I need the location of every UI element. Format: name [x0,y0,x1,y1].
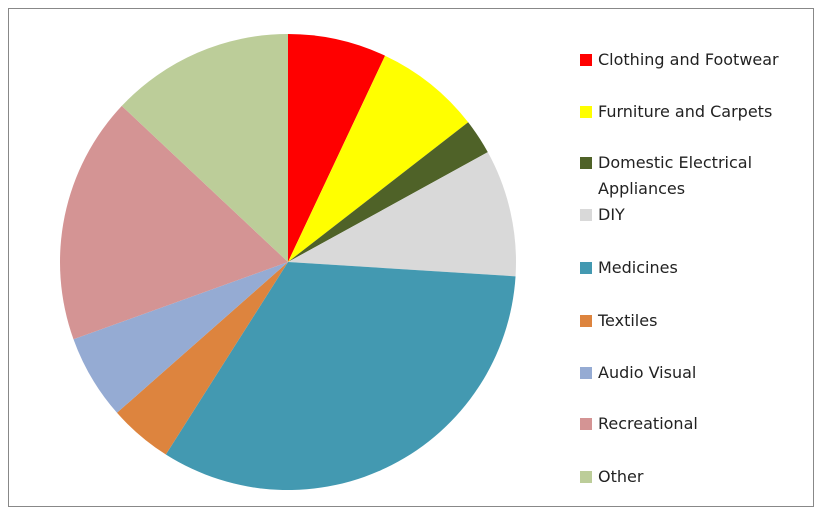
pie-slice [73,262,288,413]
legend-label: Textiles [598,311,658,330]
legend-label: Domestic Electrical Appliances [598,153,753,198]
legend-swatch [580,367,592,379]
legend-label: Audio Visual [598,363,697,382]
pie-slice [288,34,386,262]
legend-label: Furniture and Carpets [598,102,773,121]
legend-label: Recreational [598,414,698,433]
legend-label: Other [598,467,644,486]
legend-swatch [580,315,592,327]
legend-swatch [580,54,592,66]
legend-swatch [580,157,592,169]
legend-swatch [580,471,592,483]
pie-slice [116,262,289,455]
legend-swatch [580,209,592,221]
pie-slice [288,55,469,262]
pie-slice [288,152,516,277]
legend-swatch [580,418,592,430]
legend-label: Medicines [598,258,678,277]
pie-slice [59,105,288,340]
legend-swatch [580,106,592,118]
legend-label: Clothing and Footwear [598,50,779,69]
legend-swatch [580,262,592,274]
pie-slice [165,262,516,491]
legend-label: DIY [598,205,625,224]
pie-slice [121,34,288,262]
pie-slice [288,122,488,262]
